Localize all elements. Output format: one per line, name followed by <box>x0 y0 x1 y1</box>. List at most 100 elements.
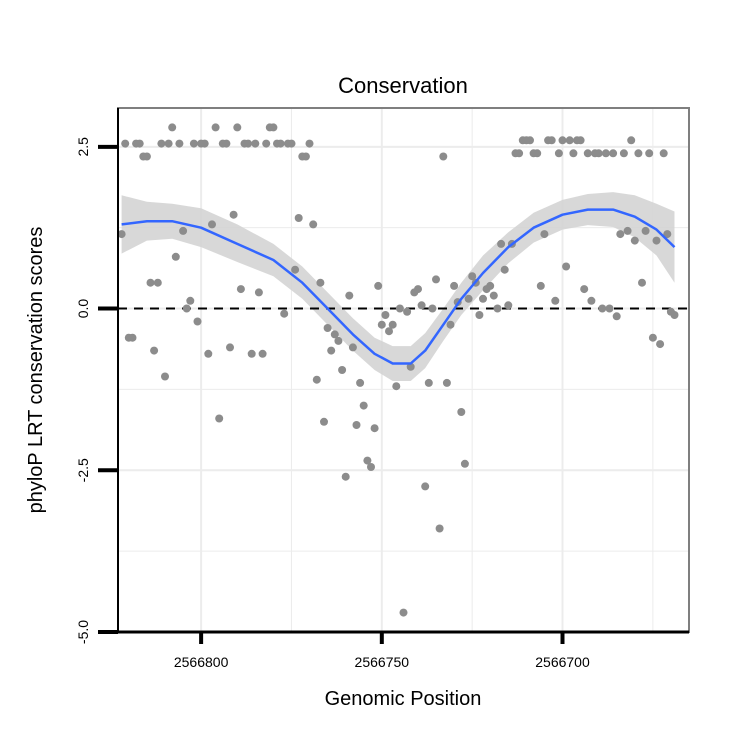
data-point <box>515 149 524 158</box>
data-point <box>377 320 386 329</box>
data-point <box>554 149 563 158</box>
data-point <box>464 294 473 303</box>
data-point <box>468 272 477 281</box>
data-point <box>616 230 625 239</box>
data-point <box>395 304 404 313</box>
data-point <box>406 362 415 371</box>
data-point <box>627 136 636 145</box>
data-point <box>374 281 383 290</box>
data-point <box>612 312 621 321</box>
data-point <box>323 324 332 332</box>
data-point <box>641 226 650 235</box>
data-point <box>576 136 585 145</box>
data-point <box>623 226 632 235</box>
data-point <box>656 340 665 349</box>
data-point <box>594 149 603 158</box>
data-point <box>305 139 314 148</box>
data-point <box>565 136 574 145</box>
y-tick-label: -5.0 <box>75 620 91 644</box>
data-point <box>367 463 375 471</box>
data-point <box>334 336 343 345</box>
data-point <box>359 401 368 410</box>
data-point <box>540 230 549 239</box>
data-point <box>338 366 347 374</box>
data-point <box>258 349 267 358</box>
data-point <box>262 139 271 148</box>
data-point <box>638 278 646 287</box>
x-tick-label: 2566800 <box>174 654 229 670</box>
data-point <box>399 608 408 617</box>
smooth-line-layer <box>121 208 676 365</box>
data-point <box>182 304 191 313</box>
data-point <box>421 482 430 491</box>
data-point <box>200 139 209 148</box>
data-point <box>193 317 202 326</box>
data-point <box>186 296 195 305</box>
data-point <box>233 123 242 132</box>
data-point <box>601 149 610 158</box>
data-point <box>547 136 556 145</box>
data-point <box>385 327 393 336</box>
data-point <box>489 291 498 300</box>
data-point <box>460 459 469 468</box>
data-point <box>142 152 151 161</box>
data-point <box>164 139 173 148</box>
data-point <box>439 152 448 161</box>
data-point <box>580 285 589 294</box>
data-point <box>175 139 184 148</box>
data-point <box>161 372 169 381</box>
data-point <box>605 304 614 313</box>
data-point <box>348 343 357 352</box>
data-point <box>247 349 256 358</box>
data-point <box>150 346 159 355</box>
data-point <box>504 301 513 310</box>
data-point <box>583 149 592 158</box>
data-point <box>493 304 502 313</box>
x-tick-label: 2566700 <box>535 654 590 670</box>
data-point <box>648 333 657 342</box>
data-point <box>619 149 628 158</box>
data-point <box>146 278 155 287</box>
data-point <box>630 236 639 245</box>
data-point <box>121 139 130 148</box>
data-point <box>356 378 365 387</box>
x-axis-label: Genomic Position <box>325 688 482 710</box>
data-point <box>497 239 506 248</box>
data-point <box>562 262 571 271</box>
y-axis-label: phyloP LRT conservation scores <box>25 227 47 514</box>
data-point <box>236 285 245 294</box>
data-point <box>551 296 560 305</box>
data-point <box>312 375 321 384</box>
data-point <box>189 139 198 148</box>
data-point <box>450 281 459 290</box>
data-point <box>457 408 466 416</box>
data-point <box>381 311 390 319</box>
data-point <box>208 220 216 229</box>
data-point <box>652 236 661 245</box>
data-point <box>352 421 361 429</box>
data-point <box>526 136 534 145</box>
data-point <box>291 265 300 274</box>
data-point <box>363 456 372 465</box>
data-point <box>533 149 542 158</box>
data-point <box>287 139 296 148</box>
data-point <box>276 139 285 148</box>
data-point <box>153 278 162 287</box>
data-point <box>171 252 180 261</box>
data-point <box>598 304 607 313</box>
confidence-ribbon-layer <box>121 192 675 381</box>
data-point <box>345 291 354 300</box>
data-point <box>254 288 263 297</box>
y-tick-label: 2.5 <box>75 137 91 157</box>
data-point <box>301 152 310 161</box>
data-point <box>475 311 484 319</box>
data-point <box>229 210 238 219</box>
data-point <box>435 524 444 533</box>
data-point <box>309 220 318 229</box>
data-point <box>320 417 328 426</box>
data-point <box>341 472 350 481</box>
data-point <box>414 285 422 294</box>
data-point <box>316 278 325 287</box>
data-point <box>135 139 144 148</box>
